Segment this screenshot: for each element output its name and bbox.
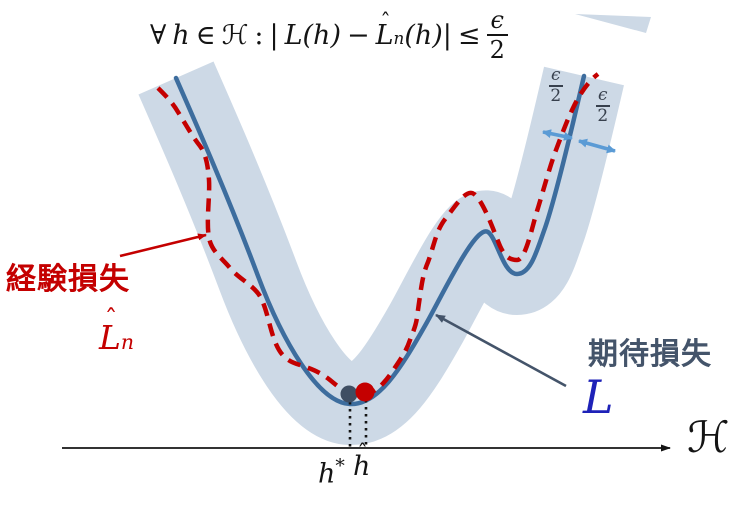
formula-element-of: ∈ [195,19,216,51]
hat-accent: ˆ [357,440,368,466]
h-star-base: h [318,458,336,490]
formula-abs-open: | [269,19,279,51]
empirical-loss-title: 経験損失 [6,263,130,296]
fraction-bar [486,34,508,36]
formula-empirical-args: (h)| [404,19,452,51]
empirical-label-arrow [119,233,207,258]
empirical-loss-symbol: ˆ Ln [99,307,135,357]
h-star-label: h* [318,455,345,490]
epsilon-numerator: ϵ [598,85,608,105]
epsilon-half-arrow-right [578,138,616,154]
hypothesis-space-label: ℋ [687,413,730,463]
expected-loss-symbol: L [583,370,614,424]
formula-forall: ∀ [150,19,167,51]
empirical-L: L [99,318,121,357]
h-star-point [340,385,358,403]
uniform-bound-formula: ∀ h ∈ ℋ : | L(h) − ˆ Ln(h)| ≤ ϵ 2 [150,8,508,62]
h-hat-point [355,382,375,402]
formula-h: h [172,19,190,51]
epsilon-half-label-left: ϵ 2 [549,67,563,105]
empirical-sub-n: n [120,330,135,354]
empirical-loss-curve [156,72,600,398]
hat-accent: ˆ [380,8,391,34]
expected-label-arrow [435,313,567,388]
epsilon-half-arrow-left [542,129,573,141]
h-hat-base: h [353,451,371,482]
epsilon-half-label-right: ϵ 2 [596,87,610,125]
formula-epsilon: ϵ [490,6,504,35]
formula-expected-term: L(h) [284,19,341,51]
formula-L: L [375,19,394,51]
band-fragment [575,14,651,33]
epsilon-denominator: 2 [597,105,609,126]
fraction-bar [549,85,563,87]
epsilon-denominator: 2 [550,85,562,106]
h-star-superscript: * [335,455,345,477]
formula-epsilon-over-two: ϵ 2 [486,6,508,64]
formula-leq: ≤ [457,19,481,51]
fraction-bar [596,105,610,107]
formula-two: 2 [489,35,505,64]
epsilon-numerator: ϵ [551,65,561,85]
formula-minus: − [346,19,370,51]
hat-accent: ˆ [104,305,118,336]
uniform-convergence-band [138,61,624,445]
expected-loss-curve [173,73,587,407]
formula-hypothesis-class: ℋ [221,19,249,51]
formula-colon: : [254,19,264,51]
formula-empirical-term: ˆ Ln(h)| [375,11,452,51]
expected-loss-title: 期待損失 [588,338,712,371]
formula-sub-n: n [393,27,405,48]
